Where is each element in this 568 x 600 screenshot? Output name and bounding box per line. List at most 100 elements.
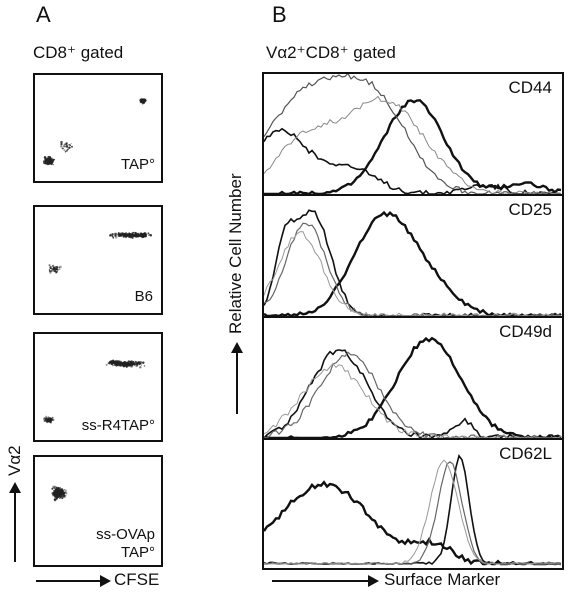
ss-r4tap-event-dot [118, 363, 121, 366]
ss-r4tap-event-dot [117, 361, 119, 364]
cd44-curve [264, 95, 562, 195]
ss-r4tap-event-dot [128, 364, 130, 367]
b6-event-dot [121, 235, 123, 237]
b6-event-dot [127, 233, 130, 237]
tap-event-dot [65, 142, 68, 145]
a-x-arrow-shaft [36, 580, 104, 582]
b6-event-dot [112, 236, 115, 239]
ss-r4tap-event-dot [124, 362, 127, 364]
a-x-axis-label: CFSE [114, 570, 160, 589]
b6-event-dot [59, 265, 62, 269]
tap-event-dot [62, 147, 64, 150]
tap-event-dot [67, 146, 70, 150]
ss-r4tap-event-dot [122, 364, 125, 367]
ss-r4tap-event-dot [120, 360, 123, 363]
b-y-axis-label: Relative Cell Number [226, 173, 245, 334]
b6-event-dot [114, 232, 117, 235]
ss-r4tap-event-dot [113, 360, 116, 363]
tap-event-dot [68, 146, 71, 149]
tap-event-dot [64, 151, 67, 153]
b6-event-dot [117, 231, 120, 234]
ss-r4tap-event-dot [135, 365, 138, 368]
histogram-cd62l-curves [264, 453, 562, 566]
b6-event-dot [121, 233, 124, 236]
ss-r4tap-event-dot [107, 362, 110, 365]
dot-plot-ss-r4tap-label: ss-R4TAP° [81, 417, 155, 434]
tap-event-dot [51, 157, 53, 160]
tap-event-dot [139, 98, 143, 101]
ss-r4tap-event-dot [132, 360, 135, 363]
b6-event-dot [131, 233, 134, 236]
tap-event-dot [71, 145, 73, 148]
dot-plot-b6-scatter [48, 231, 153, 274]
b6-event-dot [48, 270, 51, 272]
ss-r4tap-event-dot [139, 361, 143, 364]
ss-ovap-event-dot [64, 492, 66, 494]
tap-event-dot [45, 162, 48, 165]
ss-r4tap-event-dot [143, 365, 146, 367]
ss-ovap-event-dot [52, 491, 55, 494]
tap-event-dot [46, 162, 50, 165]
ss-ovap-event-dot [59, 488, 62, 491]
cd44-curve [264, 99, 562, 196]
cd62l-curve [264, 453, 561, 566]
a-y-axis-label: Vα2 [5, 445, 24, 476]
ss-r4tap-event-dot [46, 421, 49, 424]
b6-event-dot [53, 268, 56, 272]
ss-r4tap-event-dot [125, 365, 128, 368]
b6-event-dot [133, 235, 135, 237]
ss-r4tap-event-dot [112, 361, 115, 364]
ss-r4tap-event-dot [137, 361, 140, 364]
ss-ovap-event-dot [53, 487, 56, 490]
b6-event-dot [128, 232, 131, 235]
ss-r4tap-event-dot [51, 419, 53, 421]
ss-r4tap-event-dot [48, 417, 51, 420]
tap-event-dot [50, 161, 54, 164]
tap-event-dot [142, 101, 145, 104]
ss-ovap-event-dot [54, 488, 58, 491]
b6-event-dot [132, 231, 135, 234]
ss-r4tap-event-dot [120, 363, 122, 366]
ss-ovap-event-dot [53, 498, 57, 502]
tap-event-dot [51, 160, 54, 162]
panel-b-gate-title: Vα2⁺CD8⁺ gated [266, 43, 396, 62]
ss-ovap-event-dot [54, 493, 56, 495]
cd49d-curve [264, 349, 562, 440]
b6-event-dot [119, 234, 122, 237]
ss-ovap-event-dot [59, 495, 62, 497]
dot-plot-b6: B6 [33, 205, 163, 315]
a-x-arrowhead [100, 575, 111, 587]
histogram-cd44-marker: CD44 [506, 78, 554, 98]
cd62l-curve [264, 461, 561, 565]
tap-event-dot [65, 144, 69, 147]
b6-event-dot [56, 268, 59, 271]
ss-r4tap-event-dot [105, 363, 108, 366]
tap-event-dot [48, 161, 51, 163]
ss-r4tap-event-dot [140, 364, 143, 366]
ss-ovap-event-dot [61, 489, 63, 492]
tap-event-dot [139, 100, 143, 104]
ss-r4tap-event-dot [120, 361, 123, 365]
tap-event-dot [145, 100, 147, 102]
ss-ovap-event-dot [56, 493, 59, 496]
b6-event-dot [115, 236, 118, 239]
ss-r4tap-event-dot [45, 415, 48, 418]
dot-plot-ss-r4tap: ss-R4TAP° [33, 332, 163, 442]
ss-ovap-event-dot [51, 488, 54, 490]
a-y-arrowhead [9, 482, 21, 493]
b6-event-dot [109, 233, 113, 237]
b6-event-dot [126, 235, 128, 237]
ss-r4tap-event-dot [142, 361, 145, 365]
b6-event-dot [128, 234, 131, 236]
ss-ovap-event-dot [58, 488, 61, 491]
tap-event-dot [63, 149, 65, 151]
histogram-cd62l: CD62L [262, 438, 564, 570]
ss-ovap-event-dot [65, 489, 67, 491]
ss-ovap-event-dot [62, 492, 64, 494]
b6-event-dot [59, 268, 61, 270]
histogram-cd49d-marker: CD49d [497, 322, 554, 342]
b6-event-dot [149, 234, 153, 237]
tap-event-dot [69, 144, 72, 147]
b6-event-dot [50, 267, 52, 270]
cd62l-curve [264, 480, 562, 566]
